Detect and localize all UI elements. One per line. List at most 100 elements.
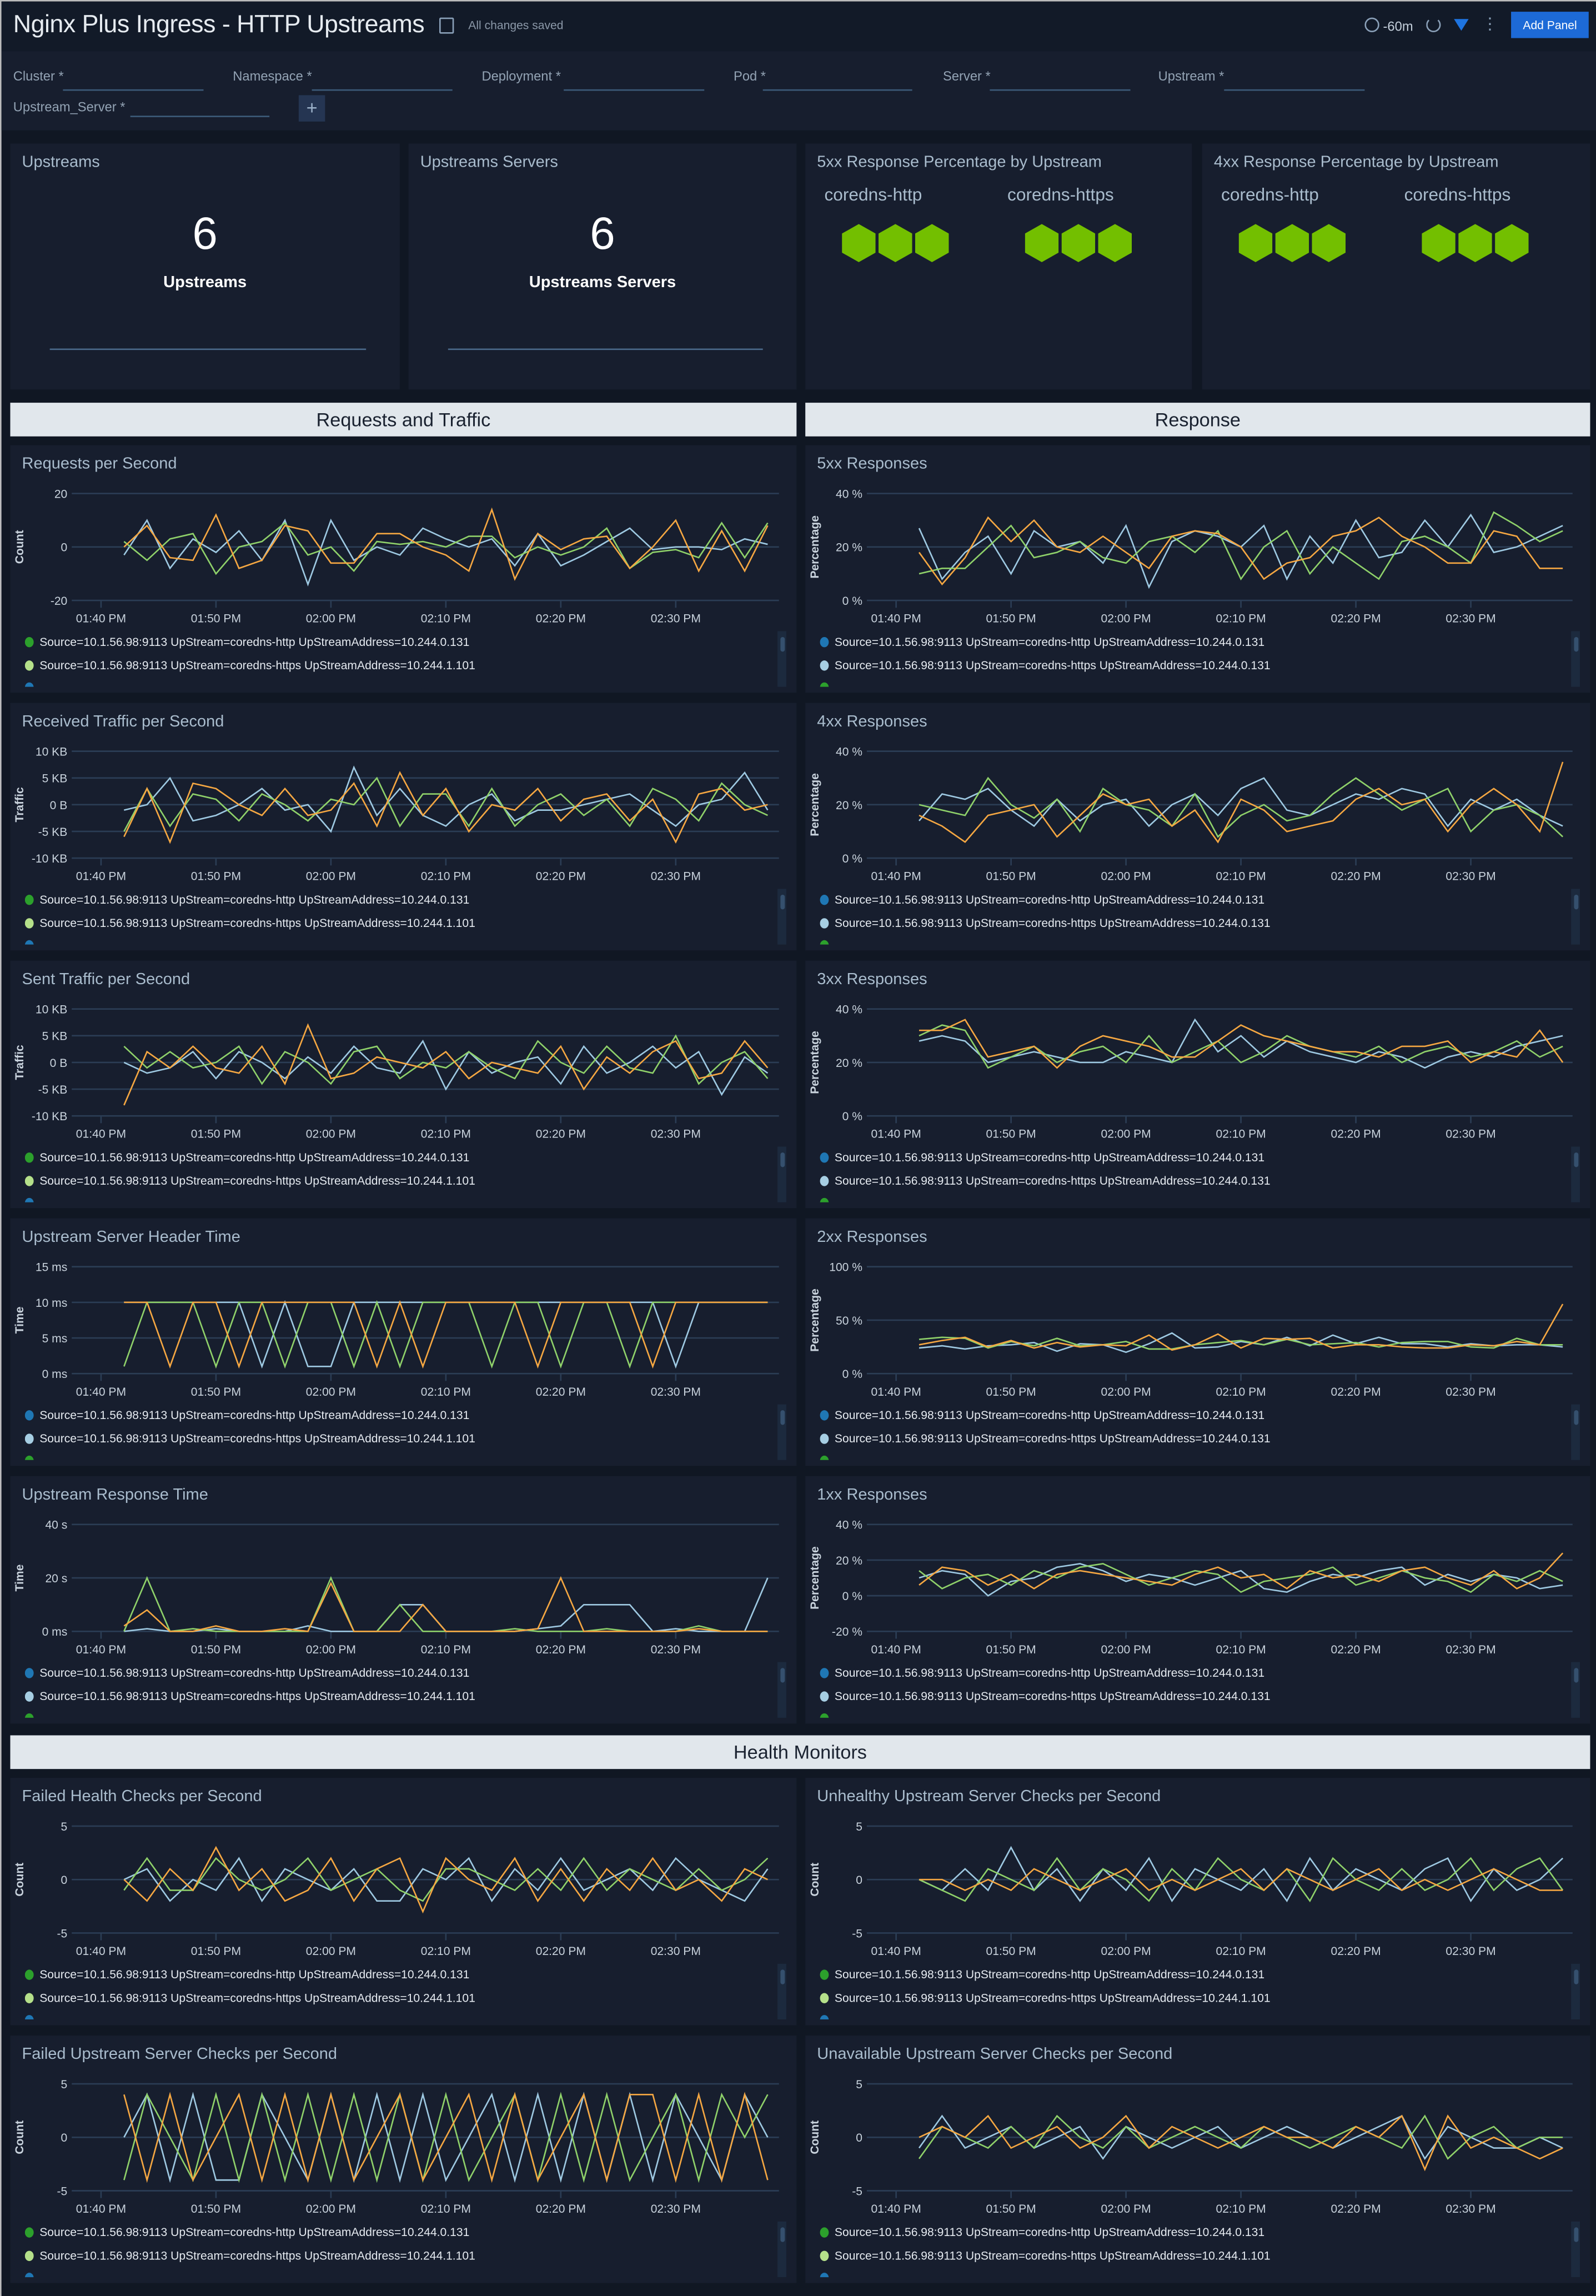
scrollbar-thumb[interactable] (780, 1969, 784, 1984)
honeycomb-cell[interactable] (1025, 224, 1059, 262)
legend-item[interactable]: Source=10.1.56.98:9113 UpStream=coredns-… (820, 1685, 1552, 1708)
edit-icon[interactable] (439, 17, 454, 33)
honeycomb-cell[interactable] (915, 224, 949, 262)
legend-item[interactable] (24, 1707, 757, 1718)
legend-item[interactable]: Source=10.1.56.98:9113 UpStream=coredns-… (24, 911, 757, 934)
more-options-icon[interactable]: ⋮ (1482, 15, 1498, 33)
add-filter-button[interactable]: + (298, 95, 325, 122)
honeycomb-cell[interactable] (1098, 224, 1132, 262)
legend-scrollbar[interactable] (1571, 1404, 1580, 1460)
honeycomb-cell[interactable] (1061, 224, 1096, 262)
legend-item[interactable]: Source=10.1.56.98:9113 UpStream=coredns-… (24, 654, 757, 676)
legend-item[interactable]: Source=10.1.56.98:9113 UpStream=coredns-… (820, 1987, 1552, 2009)
legend-scrollbar[interactable] (1571, 889, 1580, 945)
legend-item[interactable]: Source=10.1.56.98:9113 UpStream=coredns-… (24, 2222, 757, 2244)
legend-scrollbar[interactable] (777, 1662, 786, 1718)
legend-item[interactable]: Source=10.1.56.98:9113 UpStream=coredns-… (24, 1685, 757, 1708)
legend-item[interactable] (820, 1192, 1552, 1202)
honeycomb-cell[interactable] (1238, 224, 1273, 262)
honeycomb-cell[interactable] (842, 224, 876, 262)
legend-item[interactable]: Source=10.1.56.98:9113 UpStream=coredns-… (24, 889, 757, 911)
legend-item[interactable]: Source=10.1.56.98:9113 UpStream=coredns-… (24, 1987, 757, 2009)
legend-scrollbar[interactable] (777, 631, 786, 687)
legend-item[interactable]: Source=10.1.56.98:9113 UpStream=coredns-… (24, 1169, 757, 1192)
legend-item[interactable]: Source=10.1.56.98:9113 UpStream=coredns-… (24, 1427, 757, 1450)
honeycomb-cell[interactable] (879, 224, 912, 262)
legend-item[interactable]: Source=10.1.56.98:9113 UpStream=coredns-… (24, 1964, 757, 1987)
legend-item[interactable]: Source=10.1.56.98:9113 UpStream=coredns-… (820, 631, 1552, 654)
honeycomb-cell[interactable] (1495, 224, 1529, 262)
legend-scrollbar[interactable] (777, 1146, 786, 1202)
x-tick-label: 02:00 PM (1101, 1386, 1151, 1398)
scrollbar-thumb[interactable] (780, 1668, 784, 1683)
honeycomb-cell[interactable] (1312, 224, 1346, 262)
legend-item[interactable] (820, 1450, 1552, 1460)
legend-item[interactable] (24, 934, 757, 945)
legend-item[interactable]: Source=10.1.56.98:9113 UpStream=coredns-… (820, 889, 1552, 911)
filter-input[interactable] (130, 116, 270, 118)
legend-item[interactable] (24, 1450, 757, 1460)
scrollbar-thumb[interactable] (780, 2227, 784, 2242)
legend-item[interactable]: Source=10.1.56.98:9113 UpStream=coredns-… (820, 1964, 1552, 1987)
legend-item[interactable]: Source=10.1.56.98:9113 UpStream=coredns-… (820, 1427, 1552, 1450)
legend-scrollbar[interactable] (1571, 1662, 1580, 1718)
scrollbar-thumb[interactable] (780, 895, 784, 910)
refresh-icon[interactable] (1426, 17, 1441, 33)
legend-item[interactable]: Source=10.1.56.98:9113 UpStream=coredns-… (24, 1405, 757, 1427)
filter-input[interactable] (63, 89, 204, 91)
legend-scrollbar[interactable] (777, 889, 786, 945)
legend-item[interactable] (24, 1192, 757, 1202)
x-tick-label: 01:40 PM (76, 1945, 126, 1958)
legend-item[interactable]: Source=10.1.56.98:9113 UpStream=coredns-… (820, 2244, 1552, 2267)
legend-scrollbar[interactable] (1571, 2221, 1580, 2278)
legend-item[interactable]: Source=10.1.56.98:9113 UpStream=coredns-… (820, 1405, 1552, 1427)
legend-item[interactable]: Source=10.1.56.98:9113 UpStream=coredns-… (24, 2244, 757, 2267)
filter-input[interactable] (312, 89, 453, 91)
legend-item[interactable]: Source=10.1.56.98:9113 UpStream=coredns-… (24, 1147, 757, 1170)
scrollbar-thumb[interactable] (1573, 1410, 1578, 1425)
scrollbar-thumb[interactable] (1573, 1152, 1578, 1167)
scrollbar-thumb[interactable] (1573, 2227, 1578, 2242)
legend-scrollbar[interactable] (1571, 1963, 1580, 2020)
scrollbar-thumb[interactable] (1573, 1668, 1578, 1683)
legend-item[interactable]: Source=10.1.56.98:9113 UpStream=coredns-… (820, 911, 1552, 934)
legend-item[interactable]: Source=10.1.56.98:9113 UpStream=coredns-… (24, 631, 757, 654)
legend-item[interactable] (24, 2267, 757, 2278)
legend-item[interactable] (24, 676, 757, 687)
legend-item[interactable] (820, 2267, 1552, 2278)
filter-icon[interactable] (1454, 19, 1469, 31)
add-panel-button[interactable]: Add Panel (1511, 12, 1589, 38)
scrollbar-thumb[interactable] (1573, 895, 1578, 910)
honeycomb-cell[interactable] (1458, 224, 1492, 262)
legend-scrollbar[interactable] (777, 1963, 786, 2020)
legend-scrollbar[interactable] (1571, 1146, 1580, 1202)
scrollbar-thumb[interactable] (780, 1152, 784, 1167)
scrollbar-thumb[interactable] (1573, 636, 1578, 652)
legend-item[interactable] (820, 676, 1552, 687)
legend-scrollbar[interactable] (1571, 631, 1580, 687)
filter-input[interactable] (762, 89, 912, 91)
honeycomb-cell[interactable] (1422, 224, 1456, 262)
legend-item[interactable] (820, 1707, 1552, 1718)
legend-item[interactable] (820, 2009, 1552, 2020)
legend-item[interactable]: Source=10.1.56.98:9113 UpStream=coredns-… (820, 1147, 1552, 1170)
filter-input[interactable] (1224, 89, 1365, 91)
legend-item[interactable]: Source=10.1.56.98:9113 UpStream=coredns-… (820, 2222, 1552, 2244)
y-tick-label: -20 (51, 595, 67, 608)
legend-scrollbar[interactable] (777, 1404, 786, 1460)
filter-input[interactable] (990, 89, 1131, 91)
legend-scrollbar[interactable] (777, 2221, 786, 2278)
time-range-button[interactable]: -60m (1364, 12, 1413, 38)
honeycomb-cell[interactable] (1275, 224, 1309, 262)
legend-item[interactable]: Source=10.1.56.98:9113 UpStream=coredns-… (820, 1169, 1552, 1192)
scrollbar-thumb[interactable] (780, 636, 784, 652)
legend-item[interactable]: Source=10.1.56.98:9113 UpStream=coredns-… (820, 1662, 1552, 1685)
legend-item[interactable]: Source=10.1.56.98:9113 UpStream=coredns-… (24, 1662, 757, 1685)
legend-item[interactable] (24, 2009, 757, 2020)
filter-input[interactable] (564, 89, 705, 91)
legend-item[interactable] (820, 934, 1552, 945)
scrollbar-thumb[interactable] (780, 1410, 784, 1425)
scrollbar-thumb[interactable] (1573, 1969, 1578, 1984)
legend-item[interactable]: Source=10.1.56.98:9113 UpStream=coredns-… (820, 654, 1552, 676)
panel-title: Unavailable Upstream Server Checks per S… (817, 2046, 1173, 2064)
